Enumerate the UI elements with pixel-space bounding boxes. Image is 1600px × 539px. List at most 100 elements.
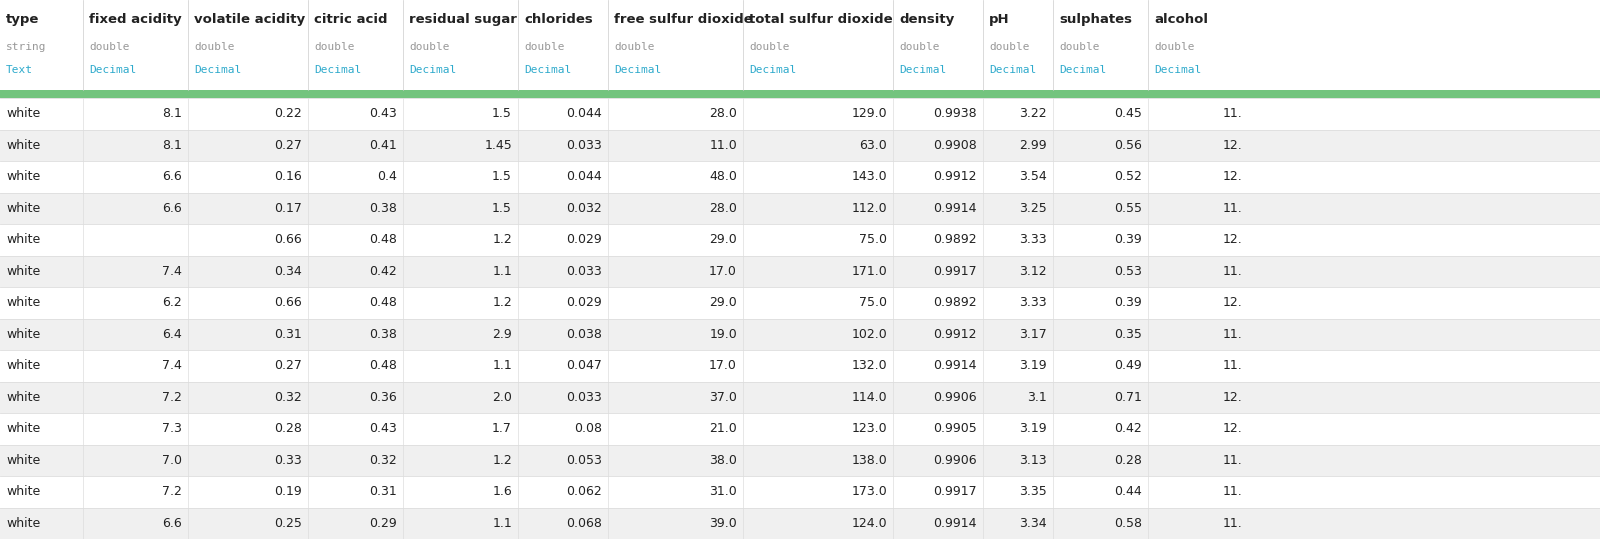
Text: 0.66: 0.66 (274, 233, 302, 246)
Text: 11.: 11. (1222, 360, 1242, 372)
Text: 0.22: 0.22 (274, 107, 302, 120)
Bar (0, 350, 1600, 382)
Text: 0.9938: 0.9938 (933, 107, 978, 120)
Text: 102.0: 102.0 (851, 328, 886, 341)
Bar (0, 129, 1600, 161)
Text: white: white (6, 233, 40, 246)
Text: 0.38: 0.38 (370, 202, 397, 215)
Text: 12.: 12. (1222, 170, 1242, 183)
Text: 0.033: 0.033 (566, 139, 602, 152)
Text: 3.33: 3.33 (1019, 233, 1046, 246)
Text: 11.: 11. (1222, 454, 1242, 467)
Text: 37.0: 37.0 (709, 391, 738, 404)
Text: 3.1: 3.1 (1027, 391, 1046, 404)
Text: 7.3: 7.3 (162, 422, 182, 436)
Text: 75.0: 75.0 (859, 233, 886, 246)
Text: 0.32: 0.32 (274, 391, 302, 404)
Text: 0.044: 0.044 (566, 107, 602, 120)
Bar (0, 0, 1600, 90)
Text: 11.: 11. (1222, 265, 1242, 278)
Text: 28.0: 28.0 (709, 107, 738, 120)
Text: Text: Text (6, 65, 34, 75)
Text: Decimal: Decimal (1154, 65, 1202, 75)
Text: 114.0: 114.0 (851, 391, 886, 404)
Text: 0.033: 0.033 (566, 265, 602, 278)
Text: 1.6: 1.6 (493, 485, 512, 498)
Text: 0.4: 0.4 (378, 170, 397, 183)
Text: 124.0: 124.0 (851, 517, 886, 530)
Text: 0.029: 0.029 (566, 233, 602, 246)
Text: 63.0: 63.0 (859, 139, 886, 152)
Text: 0.31: 0.31 (274, 328, 302, 341)
Text: Decimal: Decimal (1059, 65, 1106, 75)
Text: 0.25: 0.25 (274, 517, 302, 530)
Text: 0.9892: 0.9892 (933, 296, 978, 309)
Text: white: white (6, 139, 40, 152)
Text: Decimal: Decimal (525, 65, 571, 75)
Text: 12.: 12. (1222, 139, 1242, 152)
Text: 1.1: 1.1 (493, 265, 512, 278)
Text: 12.: 12. (1222, 296, 1242, 309)
Text: 11.: 11. (1222, 517, 1242, 530)
Text: double: double (899, 42, 939, 52)
Text: 1.1: 1.1 (493, 517, 512, 530)
Text: 0.52: 0.52 (1114, 170, 1142, 183)
Text: fixed acidity: fixed acidity (90, 13, 182, 26)
Text: 0.39: 0.39 (1114, 296, 1142, 309)
Text: 11.: 11. (1222, 202, 1242, 215)
Text: 8.1: 8.1 (162, 139, 182, 152)
Text: 0.9914: 0.9914 (933, 517, 978, 530)
Text: 0.9906: 0.9906 (933, 454, 978, 467)
Text: 0.9914: 0.9914 (933, 202, 978, 215)
Text: double: double (194, 42, 235, 52)
Text: 0.27: 0.27 (274, 360, 302, 372)
Text: 0.9914: 0.9914 (933, 360, 978, 372)
Text: 0.38: 0.38 (370, 328, 397, 341)
Text: 0.9912: 0.9912 (933, 170, 978, 183)
Text: 0.16: 0.16 (274, 170, 302, 183)
Text: 171.0: 171.0 (851, 265, 886, 278)
Text: 0.53: 0.53 (1114, 265, 1142, 278)
Text: 6.2: 6.2 (162, 296, 182, 309)
Text: 17.0: 17.0 (709, 360, 738, 372)
Text: 0.029: 0.029 (566, 296, 602, 309)
Text: 0.29: 0.29 (370, 517, 397, 530)
Text: 3.17: 3.17 (1019, 328, 1046, 341)
Text: 28.0: 28.0 (709, 202, 738, 215)
Text: 0.053: 0.053 (566, 454, 602, 467)
Text: 3.33: 3.33 (1019, 296, 1046, 309)
Text: alcohol: alcohol (1154, 13, 1208, 26)
Text: 173.0: 173.0 (851, 485, 886, 498)
Text: white: white (6, 517, 40, 530)
Text: 0.9917: 0.9917 (933, 485, 978, 498)
Text: 0.32: 0.32 (370, 454, 397, 467)
Text: 0.9917: 0.9917 (933, 265, 978, 278)
Text: 0.49: 0.49 (1114, 360, 1142, 372)
Text: type: type (6, 13, 40, 26)
Text: 3.34: 3.34 (1019, 517, 1046, 530)
Bar (0, 445, 1600, 476)
Text: white: white (6, 454, 40, 467)
Text: double: double (989, 42, 1029, 52)
Text: 3.22: 3.22 (1019, 107, 1046, 120)
Text: 1.45: 1.45 (485, 139, 512, 152)
Text: 0.17: 0.17 (274, 202, 302, 215)
Text: 19.0: 19.0 (709, 328, 738, 341)
Text: 2.9: 2.9 (493, 328, 512, 341)
Text: volatile acidity: volatile acidity (194, 13, 306, 26)
Text: 3.25: 3.25 (1019, 202, 1046, 215)
Text: 1.2: 1.2 (493, 233, 512, 246)
Text: 11.: 11. (1222, 485, 1242, 498)
Text: 0.032: 0.032 (566, 202, 602, 215)
Text: 0.33: 0.33 (274, 454, 302, 467)
Text: 3.13: 3.13 (1019, 454, 1046, 467)
Text: 7.2: 7.2 (162, 485, 182, 498)
Text: 7.2: 7.2 (162, 391, 182, 404)
Text: 7.4: 7.4 (162, 360, 182, 372)
Text: 0.41: 0.41 (370, 139, 397, 152)
Text: citric acid: citric acid (314, 13, 387, 26)
Text: 0.033: 0.033 (566, 391, 602, 404)
Text: 0.45: 0.45 (1114, 107, 1142, 120)
Text: 11.: 11. (1222, 328, 1242, 341)
Text: Decimal: Decimal (194, 65, 242, 75)
